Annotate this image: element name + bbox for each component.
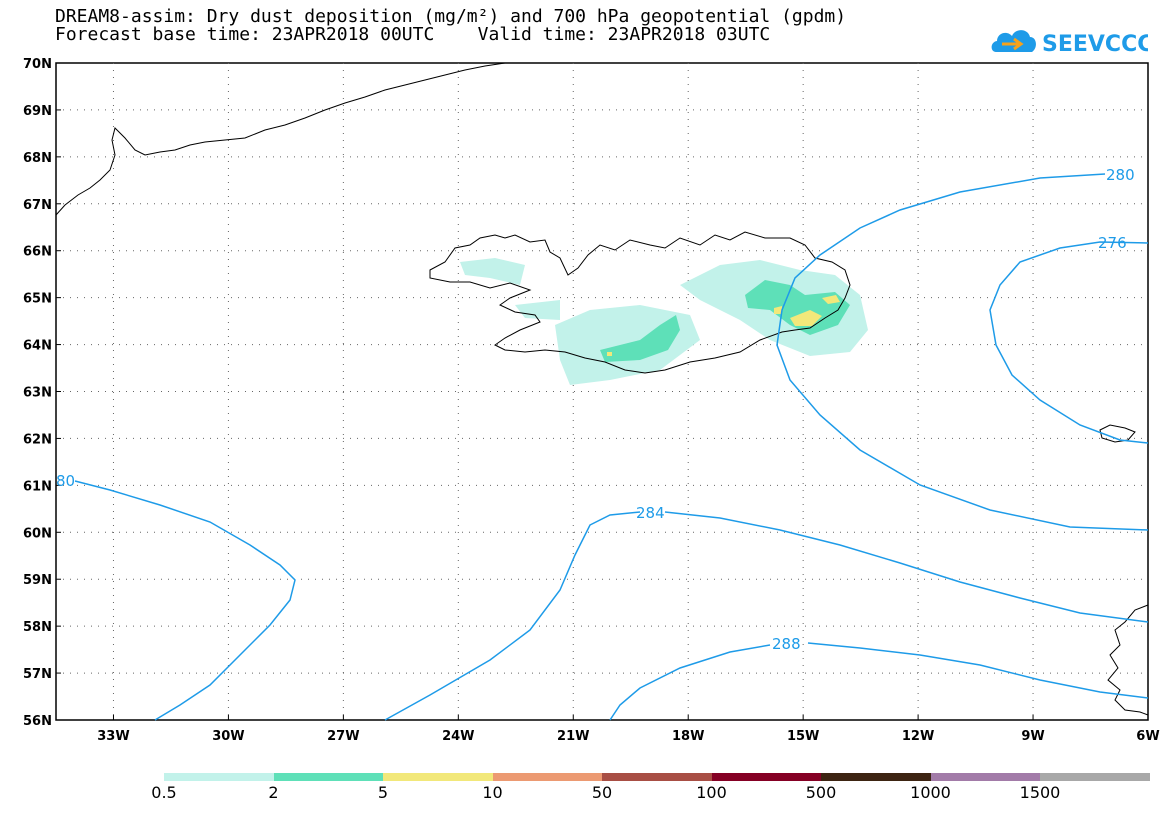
contour-label-284: 284 [636, 504, 665, 522]
colorbar-label: 100 [696, 783, 727, 802]
lon-label: 30W [212, 729, 244, 744]
colorbar-swatch [383, 773, 493, 781]
coastlines [55, 62, 1149, 716]
lat-label: 70N [23, 57, 52, 72]
contour-284 [384, 511, 1149, 721]
contour-label-280: 280 [1106, 166, 1135, 184]
lat-label: 65N [23, 292, 52, 307]
lat-label: 66N [23, 245, 52, 260]
lat-label: 56N [23, 714, 52, 729]
lon-label: 12W [902, 729, 934, 744]
colorbar-swatch [1040, 773, 1150, 781]
lat-label: 59N [23, 573, 52, 588]
colorbar-label: 500 [805, 783, 837, 802]
lat-label: 68N [23, 151, 52, 166]
greenland-coastline [55, 62, 506, 216]
contour-280-west [74, 480, 296, 721]
longitude-labels: 33W 30W 27W 24W 21W 18W 15W 12W 9W 6W [97, 729, 1159, 744]
cloud-icon [991, 30, 1036, 52]
lat-label: 58N [23, 620, 52, 635]
dust-mid-light [515, 300, 560, 320]
graticule [56, 62, 1149, 721]
dust-east-mid [745, 280, 850, 335]
lon-label: 21W [557, 729, 589, 744]
colorbar-swatch [821, 773, 931, 781]
dust-west-mid [600, 315, 680, 362]
lon-label: 15W [787, 729, 819, 744]
colorbar-label: 1000 [910, 783, 951, 802]
chart-title: DREAM8-assim: Dry dust deposition (mg/m²… [55, 6, 847, 27]
contour-labels: 280 276 284 288 80 [56, 166, 1135, 653]
colorbar-swatch [711, 773, 821, 781]
contour-label-288: 288 [772, 635, 801, 653]
lat-label: 57N [23, 667, 52, 682]
colorbar-swatch [602, 773, 712, 781]
colorbar-label: 0.5 [151, 783, 177, 802]
colorbar-label: 2 [268, 783, 279, 802]
colorbar-label: 50 [591, 783, 613, 802]
dust-east-high-3 [774, 306, 782, 314]
contour-276 [989, 241, 1149, 444]
colorbar-swatch [930, 773, 1040, 781]
dust-east-high-2 [822, 295, 840, 304]
dust-deposition-shading [460, 258, 868, 385]
iceland-coastline [429, 231, 851, 374]
dust-east-high [790, 310, 822, 326]
lat-label: 64N [23, 339, 52, 354]
chart-subtitle: Forecast base time: 23APR2018 00UTC Vali… [55, 24, 771, 45]
latitude-labels: 70N 69N 68N 67N 66N 65N 64N 63N 62N 61N 60N 59N 58N 5… [23, 57, 52, 729]
contour-280 [776, 173, 1149, 531]
colorbar-swatch [273, 773, 383, 781]
colorbar-swatch [492, 773, 602, 781]
contour-label-80: 80 [56, 472, 75, 490]
colorbar-swatch [164, 773, 274, 781]
dust-west-high [607, 352, 612, 356]
lon-label: 18W [672, 729, 704, 744]
contour-288 [609, 642, 1149, 721]
geopotential-contours [74, 173, 1149, 721]
contour-label-276: 276 [1098, 234, 1127, 252]
lat-label: 63N [23, 386, 52, 401]
logo-text: SEEVCCC [1042, 32, 1148, 57]
lat-label: 69N [23, 104, 52, 119]
colorbar-label: 10 [482, 783, 503, 802]
lon-label: 27W [327, 729, 359, 744]
lat-label: 62N [23, 432, 52, 447]
colorbar-label: 5 [377, 783, 389, 802]
seevccc-logo: SEEVCCC [991, 30, 1148, 57]
lon-label: 6W [1136, 729, 1159, 744]
lat-label: 60N [23, 526, 52, 541]
scotland-coastline [1107, 604, 1149, 716]
lon-label: 24W [442, 729, 474, 744]
lon-label: 33W [97, 729, 129, 744]
colorbar-label: 1500 [1019, 783, 1061, 802]
lon-label: 9W [1021, 729, 1044, 744]
faroe-islands [1099, 424, 1136, 443]
lat-label: 61N [23, 479, 52, 494]
lat-label: 67N [23, 198, 52, 213]
dust-nw-light [460, 258, 525, 285]
